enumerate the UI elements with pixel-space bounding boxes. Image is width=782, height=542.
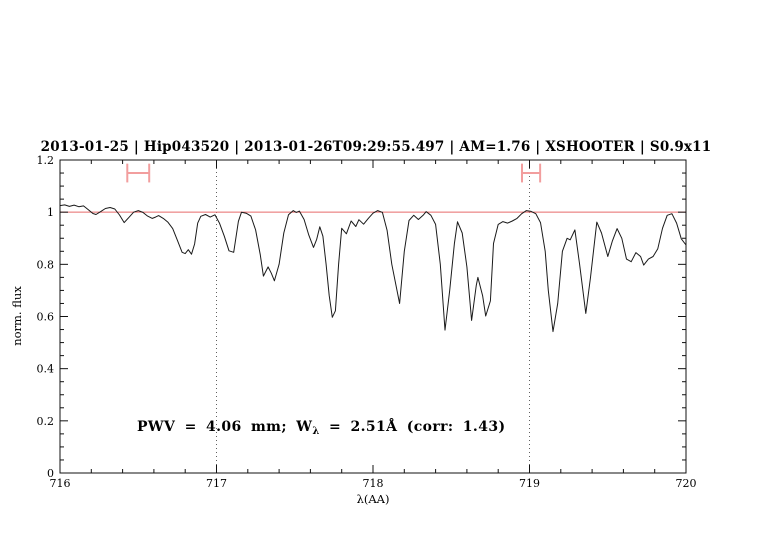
y-tick-label: 0.6 <box>37 311 55 324</box>
x-tick-label: 717 <box>206 477 227 490</box>
plot-title: 2013-01-25 | Hip043520 | 2013-01-26T09:2… <box>41 139 712 155</box>
plot-frame <box>59 159 687 474</box>
axis-tick-group <box>59 159 687 474</box>
range-marker-group <box>126 163 542 183</box>
spectrum-curve-group <box>59 204 687 333</box>
x-tick-label: 719 <box>519 477 540 490</box>
pwv-annotation-part1: PWV = 4.06 mm; W <box>137 419 312 435</box>
x-tick-label: 716 <box>50 477 71 490</box>
x-tick-label: 720 <box>676 477 697 490</box>
y-tick-label: 0.8 <box>37 258 55 271</box>
y-tick-label: 0.4 <box>37 363 55 376</box>
tick-label-group: 716 717 718 719 720 0 0.2 0.4 0.6 0.8 1 1.2 <box>37 154 697 490</box>
pwv-annotation: PWV = 4.06 mm; Wλ = 2.51Å (corr: 1.43) <box>137 417 506 437</box>
pwv-annotation-lambda-subscript: λ <box>312 426 319 437</box>
y-tick-label: 0 <box>47 467 54 480</box>
x-axis-label: λ(AA) <box>357 492 390 506</box>
spectrum-curve <box>59 204 687 333</box>
pwv-annotation-part2: = 2.51Å (corr: 1.43) <box>320 417 506 435</box>
y-tick-label: 1.2 <box>37 154 55 167</box>
y-tick-label: 0.2 <box>37 415 55 428</box>
y-axis-label: norm. flux <box>10 286 24 346</box>
y-tick-label: 1 <box>47 206 54 219</box>
x-tick-label: 718 <box>363 477 384 490</box>
